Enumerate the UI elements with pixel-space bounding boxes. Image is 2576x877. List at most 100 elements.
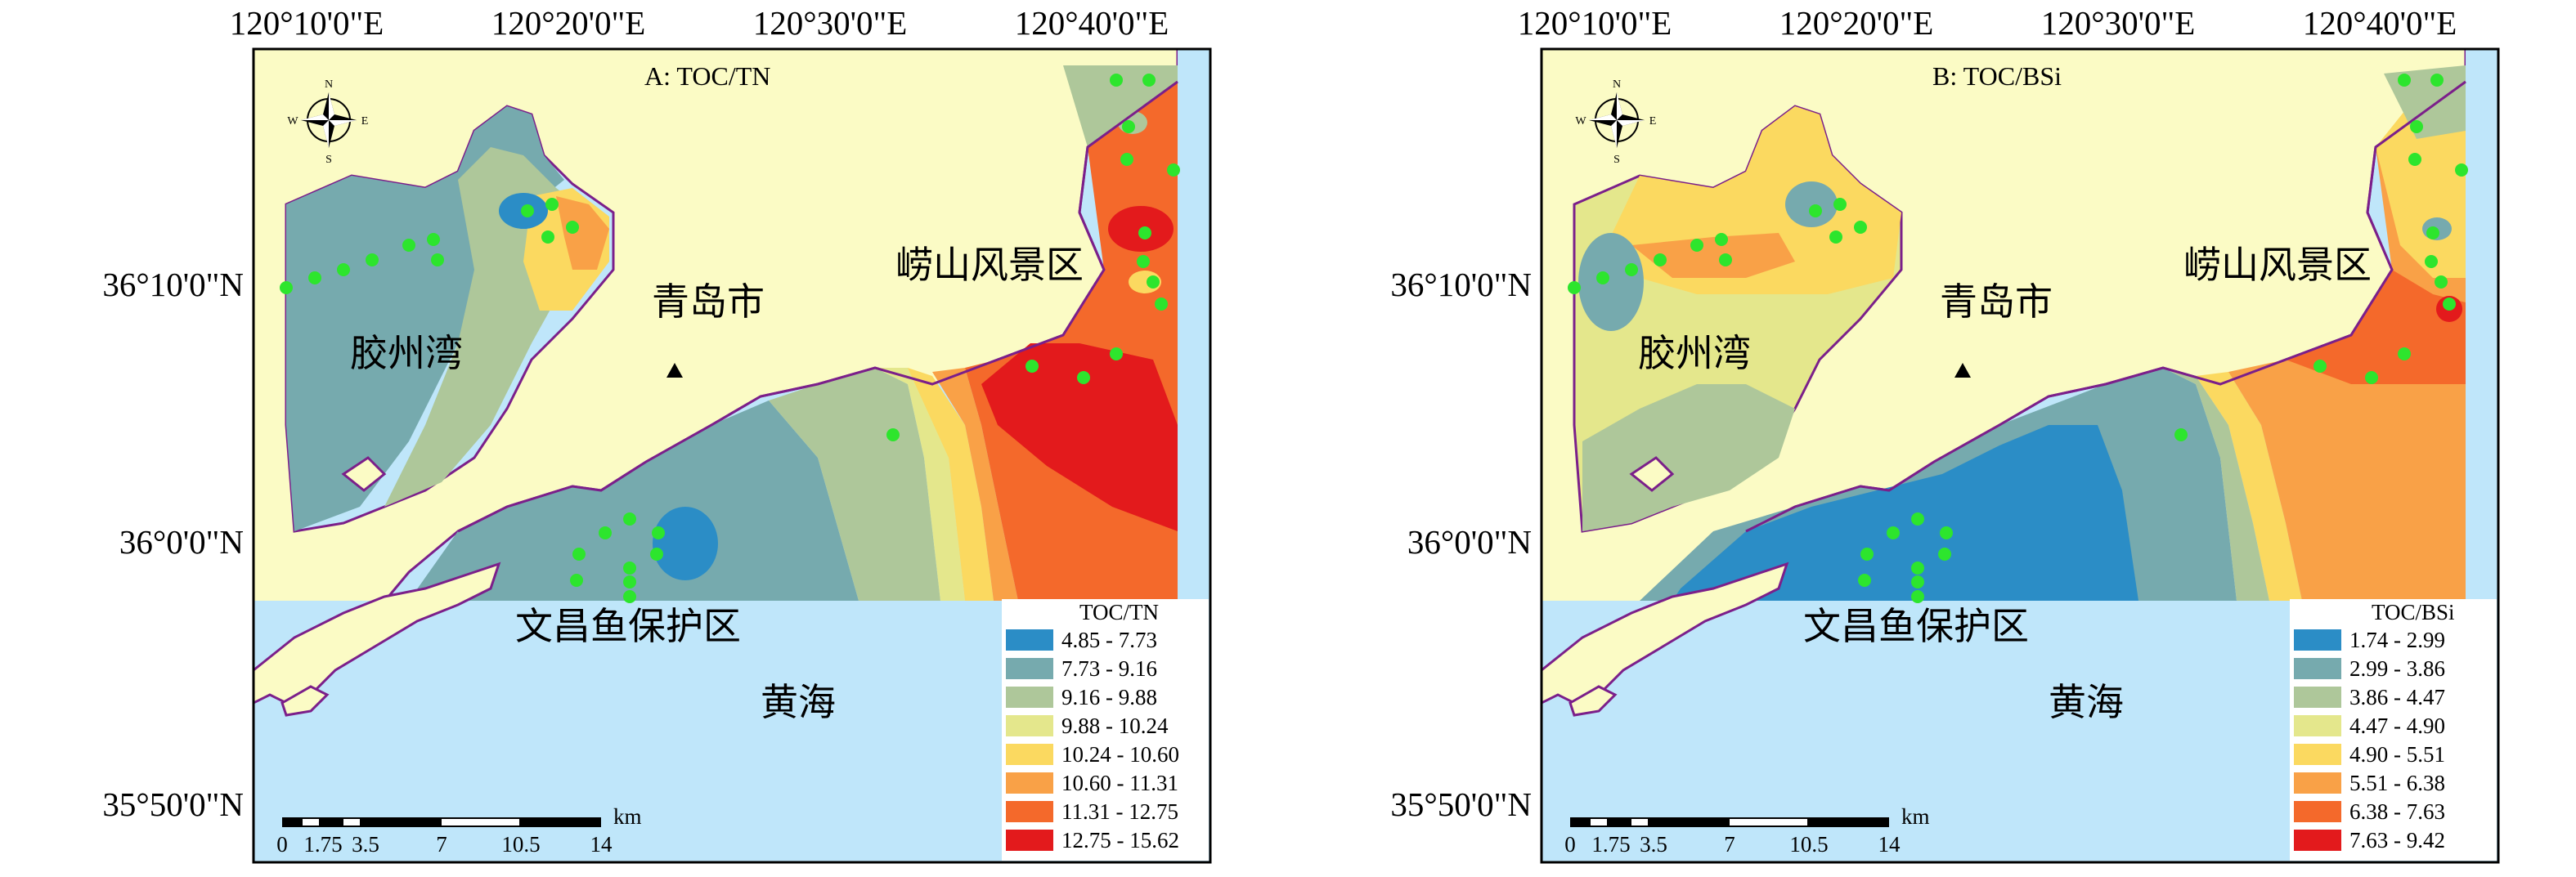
legend-swatch (2294, 772, 2341, 794)
place-label-jiaozhou-bay: 胶州湾 (1638, 331, 1751, 375)
lat-tick-label: 35°50'0"N (1390, 785, 1532, 823)
map-panel-a: 120°10'0"E 120°20'0"E 120°30'0"E 120°40'… (0, 0, 1276, 877)
legend-label: 4.90 - 5.51 (2349, 742, 2445, 767)
map-a-svg: 120°10'0"E 120°20'0"E 120°30'0"E 120°40'… (102, 4, 1212, 864)
svg-text:S: S (325, 154, 332, 166)
place-label-wenchang: 文昌鱼保护区 (1803, 604, 2029, 648)
place-label-qingdao: 青岛市 (652, 280, 765, 324)
svg-text:E: E (361, 115, 369, 128)
legend-swatch (1006, 715, 1053, 736)
svg-text:W: W (287, 115, 298, 128)
legend-label: 10.60 - 11.31 (1061, 771, 1178, 795)
panel-title: A: TOC/TN (644, 61, 770, 91)
svg-text:N: N (325, 78, 333, 91)
svg-text:E: E (1649, 115, 1657, 128)
islet (341, 456, 387, 492)
lon-tick-label: 120°20'0"E (1779, 4, 1934, 42)
svg-text:14: 14 (1878, 832, 1901, 857)
svg-text:1.75: 1.75 (1591, 832, 1630, 857)
north-arrow-icon: N S E W (1575, 78, 1656, 166)
svg-text:10.5: 10.5 (501, 832, 540, 857)
city-marker-icon (1954, 363, 1971, 378)
svg-text:km: km (1901, 804, 1930, 829)
lon-tick-label: 120°20'0"E (491, 4, 646, 42)
legend-swatch (2294, 658, 2341, 679)
coastline (457, 80, 1178, 533)
contour-zone (908, 368, 994, 601)
legend-swatch (1006, 658, 1053, 679)
contour-zone (653, 507, 718, 580)
scale-bar: 0 1.75 3.5 7 10.5 14 km (1564, 804, 1929, 857)
svg-text:7: 7 (1724, 832, 1735, 857)
legend-swatch (1006, 687, 1053, 708)
lon-tick-label: 120°30'0"E (753, 4, 908, 42)
islet (1568, 685, 1618, 717)
sampling-stations (1568, 74, 2468, 603)
legend-swatch (1006, 830, 1053, 851)
lon-tick-label: 120°40'0"E (1015, 4, 1169, 42)
svg-text:W: W (1575, 115, 1586, 128)
legend-label: 1.74 - 2.99 (2349, 628, 2445, 652)
legend-swatch (1006, 744, 1053, 765)
legend-label: 7.73 - 9.16 (1061, 656, 1157, 681)
legend-label: 4.85 - 7.73 (1061, 628, 1157, 652)
lon-tick-label: 120°30'0"E (2041, 4, 2196, 42)
place-label-laoshan: 崂山风景区 (895, 243, 1084, 287)
contour-zone (1582, 384, 1795, 531)
lat-tick-label: 36°10'0"N (102, 266, 244, 303)
contour-zone (932, 368, 1018, 601)
lon-tick-label: 120°40'0"E (2303, 4, 2457, 42)
lat-tick-label: 36°0'0"N (119, 523, 244, 561)
contour-zone (2163, 368, 2269, 601)
legend-label: 9.88 - 10.24 (1061, 714, 1169, 738)
contour-zone (2286, 270, 2466, 384)
place-label-laoshan: 崂山风景区 (2183, 243, 2372, 287)
legend: TOC/TN 4.85 - 7.73 7.73 - 9.16 9.16 - 9.88… (1002, 599, 1209, 861)
lat-tick-label: 35°50'0"N (102, 785, 244, 823)
coastline (1745, 80, 2466, 533)
legend-swatch (2294, 715, 2341, 736)
contour-zone (981, 343, 1178, 531)
legend-title: TOC/BSi (2372, 600, 2455, 624)
legend-swatch (2294, 687, 2341, 708)
legend-swatch (2294, 629, 2341, 651)
legend-label: 12.75 - 15.62 (1061, 828, 1179, 852)
contour-zone (1578, 233, 1644, 331)
legend-swatch (2294, 744, 2341, 765)
north-arrow-icon: N S E W (287, 78, 368, 166)
map-a-body (254, 49, 1210, 862)
contour-zone (409, 400, 859, 601)
legend-label: 11.31 - 12.75 (1061, 799, 1178, 824)
contour-zone (875, 368, 965, 601)
legend-label: 10.24 - 10.60 (1061, 742, 1179, 767)
lon-tick-label: 120°10'0"E (230, 4, 384, 42)
contour-zone (1672, 425, 2138, 601)
islet (1629, 456, 1675, 492)
legend-label: 2.99 - 3.86 (2349, 656, 2445, 681)
contour-zone (1631, 233, 1795, 278)
legend-label: 6.38 - 7.63 (2349, 799, 2445, 824)
legend-label: 3.86 - 4.47 (2349, 685, 2445, 709)
svg-text:3.5: 3.5 (1640, 832, 1667, 857)
place-label-yellow-sea: 黄海 (2049, 680, 2124, 724)
contour-zone (556, 196, 609, 270)
legend-swatch (1006, 772, 1053, 794)
svg-text:0: 0 (276, 832, 288, 857)
svg-text:N: N (1613, 78, 1621, 91)
svg-text:1.75: 1.75 (303, 832, 342, 857)
svg-text:3.5: 3.5 (352, 832, 379, 857)
lat-tick-label: 36°10'0"N (1390, 266, 1532, 303)
legend-swatch (1006, 801, 1053, 822)
map-frame (252, 47, 1212, 864)
lon-tick-label: 120°10'0"E (1518, 4, 1672, 42)
legend-swatch (2294, 830, 2341, 851)
city-marker-icon (666, 363, 683, 378)
legend-label: 5.51 - 6.38 (2349, 771, 2445, 795)
lat-tick-label: 36°0'0"N (1407, 523, 1532, 561)
legend-label: 9.16 - 9.88 (1061, 685, 1157, 709)
svg-text:km: km (613, 804, 642, 829)
contour-zone (1785, 181, 1838, 227)
panel-title: B: TOC/BSi (1932, 61, 2062, 91)
legend-label: 4.47 - 4.90 (2349, 714, 2445, 738)
sampling-stations (280, 74, 1180, 603)
